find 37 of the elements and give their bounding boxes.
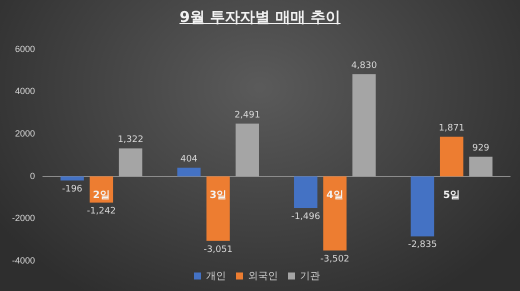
bar [294,176,318,208]
bar [177,168,201,176]
bar [352,74,376,176]
data-label: 404 [180,154,198,165]
bar [118,148,142,176]
chart-title: 9월 투자자별 매매 추이 [179,8,341,26]
data-label: 1,871 [438,124,465,134]
y-tick-label: 0 [30,170,36,181]
x-tick-label: 3일 [210,190,227,201]
bar [440,136,464,176]
bar [323,176,347,250]
x-tick-label: 2일 [92,190,110,201]
y-tick-label: 2000 [14,128,36,139]
x-tick-label: 4일 [326,190,344,201]
data-label: 4,830 [351,61,378,71]
data-label: -3,502 [320,254,350,264]
x-tick-label: 5일 [443,190,460,201]
y-tick-label: 4000 [14,86,36,96]
data-label: -1,242 [86,206,116,216]
data-label: -1,496 [291,212,320,222]
data-label: -3,051 [204,244,233,255]
y-tick-label: -4000 [12,255,36,266]
bar [206,176,230,241]
bar [60,176,84,181]
bar [236,124,259,176]
data-label: 929 [472,144,490,154]
legend-label: 개인 [206,270,226,282]
legend-label: 외국인 [248,270,278,282]
y-tick-label: 6000 [14,44,36,54]
bar [469,156,492,176]
data-label: -2,835 [408,240,437,250]
data-label: -196 [62,184,83,194]
legend-label: 기관 [300,270,320,282]
y-tick-label: -2000 [12,213,36,224]
data-label: 2,491 [234,110,260,120]
bar [410,176,434,236]
data-label: 1,322 [118,135,144,146]
